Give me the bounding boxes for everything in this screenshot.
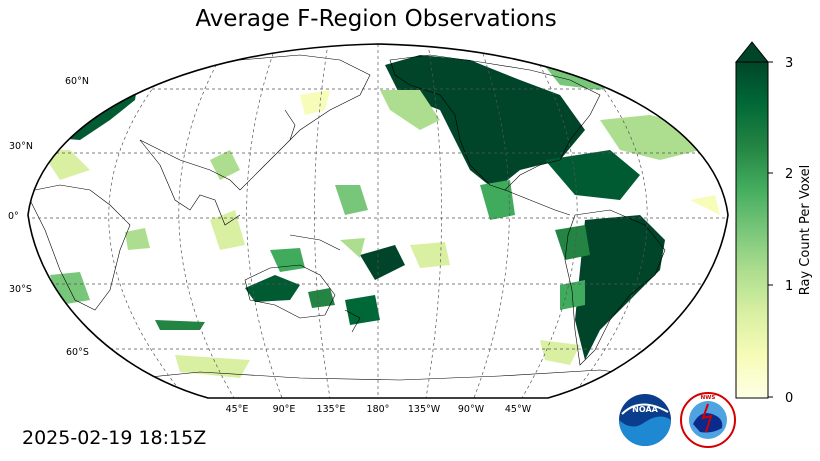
lat-label-0: 0° <box>8 211 19 222</box>
colorbar-tick-2: 2 <box>785 167 793 182</box>
timestamp: 2025-02-19 18:15Z <box>22 427 207 449</box>
nws-logo: NWS <box>680 392 736 448</box>
colorbar-tick-3: 3 <box>785 56 793 71</box>
map-area <box>28 44 728 398</box>
colorbar-label: Ray Count Per Voxel <box>798 165 813 295</box>
noaa-logo: NOAA <box>619 394 671 446</box>
lat-label-60s: 60°S <box>66 347 89 358</box>
chart-title: Average F-Region Observations <box>195 6 557 32</box>
lat-label-30n: 30°N <box>9 141 33 152</box>
lat-label-60n: 60°N <box>65 76 89 87</box>
lon-label-180: 180° <box>367 404 390 415</box>
colorbar-tick-1: 1 <box>785 279 793 294</box>
colorbar-extend-arrow <box>734 41 770 63</box>
lon-label-45e: 45°E <box>226 404 249 415</box>
lon-label-135e: 135°E <box>317 404 346 415</box>
svg-text:NWS: NWS <box>701 395 716 401</box>
lon-label-90w: 90°W <box>458 404 485 415</box>
lon-label-135w: 135°W <box>408 404 441 415</box>
lon-label-90e: 90°E <box>273 404 296 415</box>
colorbar: 0 1 2 3 Ray Count Per Voxel <box>734 41 813 406</box>
lon-label-45w: 45°W <box>505 404 532 415</box>
colorbar-tick-0: 0 <box>785 391 793 406</box>
noaa-logo-text: NOAA <box>632 405 658 414</box>
map-border <box>27 43 729 399</box>
lat-label-30s: 30°S <box>9 284 32 295</box>
